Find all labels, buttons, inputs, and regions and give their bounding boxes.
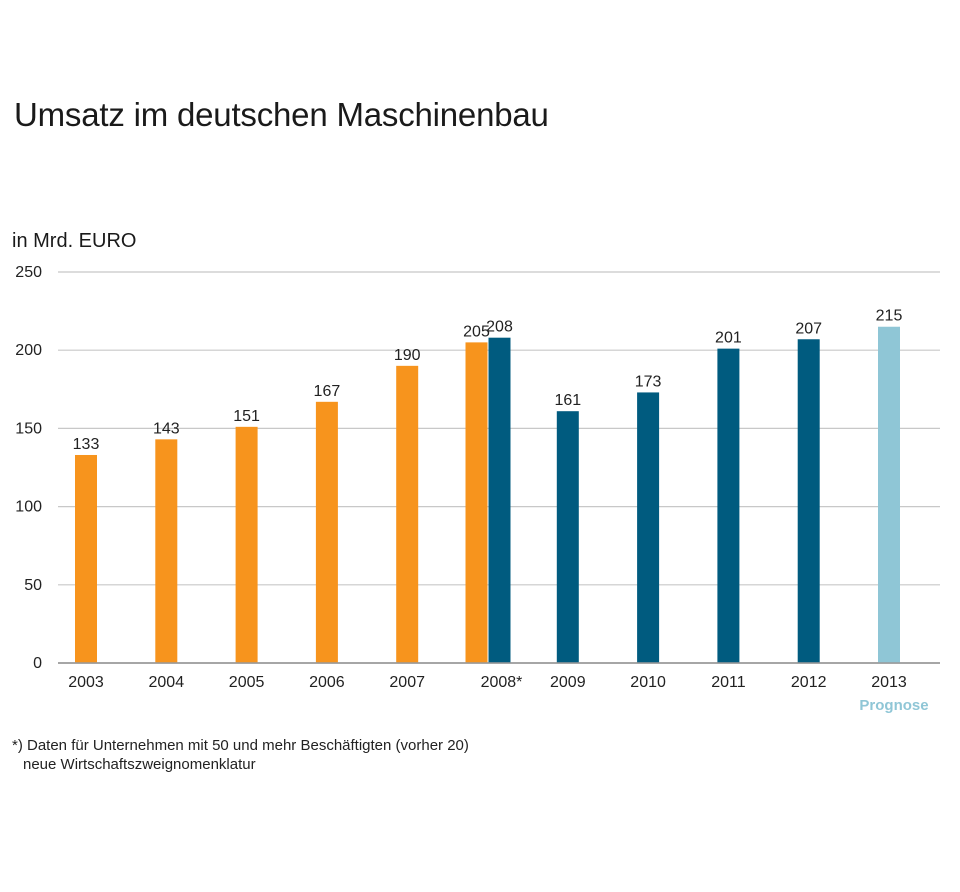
y-tick-label: 250: [15, 264, 42, 281]
bar-2011-0: [717, 348, 740, 663]
x-tick-label: 2011: [711, 674, 746, 691]
x-tick-label: 2013: [871, 674, 907, 691]
bar-2008-0: [465, 342, 488, 663]
bar-2009-0: [556, 411, 579, 663]
data-label: 208: [486, 319, 513, 336]
data-label: 201: [715, 330, 742, 347]
data-label: 173: [635, 373, 662, 390]
y-tick-label: 0: [33, 655, 42, 672]
y-tick-label: 200: [15, 342, 42, 359]
x-tick-label: 2009: [550, 674, 586, 691]
data-label: 190: [394, 347, 421, 364]
x-tick-label: 2012: [791, 674, 827, 691]
y-tick-label: 50: [24, 577, 42, 594]
chart-title: Umsatz im deutschen Maschinenbau: [14, 96, 549, 133]
x-tick-label: 2004: [149, 674, 185, 691]
x-tick-label: 2007: [389, 674, 425, 691]
footnote: *) Daten für Unternehmen mit 50 und mehr…: [12, 736, 469, 774]
x-tick-label: 2008*: [481, 674, 523, 691]
data-label: 133: [73, 436, 100, 453]
y-axis-unit-label: in Mrd. EURO: [12, 230, 137, 252]
x-tick-label: 2010: [630, 674, 666, 691]
bar-2013-0: [878, 326, 900, 663]
data-label: 161: [554, 392, 581, 409]
footnote-line-1: *) Daten für Unternehmen mit 50 und mehr…: [12, 737, 469, 754]
x-tick-label: 2006: [309, 674, 345, 691]
data-label: 215: [876, 308, 903, 325]
data-label: 205: [463, 323, 490, 340]
data-label: 207: [795, 320, 822, 337]
y-tick-label: 100: [15, 499, 42, 516]
y-tick-label: 150: [15, 420, 42, 437]
bar-2003-0: [75, 454, 97, 663]
x-tick-label: 2005: [229, 674, 265, 691]
bar-2004-0: [155, 439, 178, 663]
footnote-line-2: neue Wirtschaftszweignomenklatur: [23, 756, 256, 773]
data-label: 151: [233, 408, 260, 425]
data-label: 143: [153, 420, 180, 437]
data-label: 167: [314, 383, 341, 400]
bar-2012-0: [797, 339, 820, 663]
bar-2006-0: [315, 401, 338, 663]
forecast-label: Prognose: [859, 697, 928, 714]
bar-2010-0: [637, 392, 660, 663]
bar-2007-0: [396, 365, 419, 663]
bar-2005-0: [235, 426, 258, 663]
bar-2008-1: [488, 337, 511, 663]
x-tick-label: 2003: [68, 674, 104, 691]
